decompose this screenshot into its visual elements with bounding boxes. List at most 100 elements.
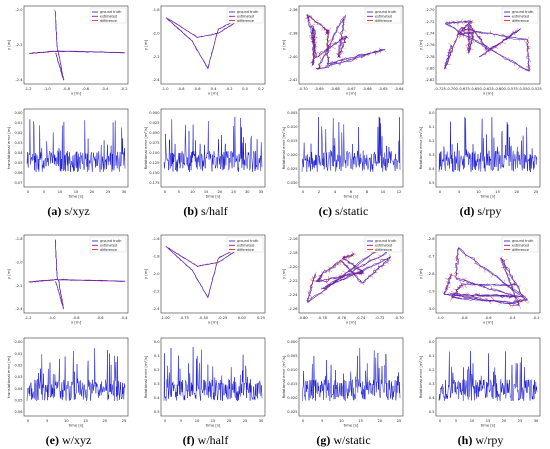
- x-tick-label: -0.8: [63, 87, 71, 91]
- x-tick-label: 15: [358, 419, 363, 423]
- x-tick-label: -0.4: [508, 316, 516, 320]
- x-tick-label: -0.70: [394, 316, 404, 320]
- y-tick-label: -2.2: [15, 284, 22, 288]
- x-tick-label: 10: [476, 190, 481, 194]
- y-tick-label: -2.22: [288, 279, 297, 283]
- y-tick-label: -2.18: [288, 251, 298, 255]
- y-tick-label: 0.020: [287, 153, 298, 157]
- legend-label: difference: [512, 19, 529, 23]
- x-tick-label: -1.2: [24, 316, 31, 320]
- y-tick-label: 0.025: [287, 410, 297, 414]
- y-tick-label: -2.36: [288, 8, 298, 12]
- legend: [226, 7, 264, 24]
- y-tick-label: 0.04: [14, 387, 23, 391]
- x-tick-label: -0.575: [506, 87, 518, 91]
- x-axis-label: x [m]: [346, 91, 357, 96]
- estimated-line: [29, 10, 125, 80]
- legend-label: difference: [100, 248, 117, 252]
- x-tick-label: 15: [495, 190, 500, 194]
- y-tick-label: 0.0: [429, 111, 435, 115]
- y-tick-label: 0.025: [149, 121, 159, 125]
- y-tick-label: -2.0: [152, 272, 160, 276]
- subplot-12: 0 5 10 15 20 25 30 0.0 0.1 0.2 0.3 0.4 0.5 time [s] Ro…: [143, 337, 266, 428]
- y-axis-label: Rotational error [m°/s]: [418, 355, 423, 398]
- error-line: [26, 348, 126, 402]
- subplot-15: -1.0 -0.8 -0.6 -0.4 -0.2 -2.6 -2.7 -2.8 -2.9 -3.0…: [418, 234, 541, 325]
- x-tick-label: -0.525: [530, 87, 542, 91]
- x-tick-label: 6: [350, 190, 353, 194]
- legend-label: ground truth: [100, 10, 121, 14]
- x-tick-label: -0.4: [120, 316, 128, 320]
- x-tick-label: -1.0: [48, 316, 56, 320]
- error-line: [26, 119, 126, 173]
- y-tick-label: 0.2: [429, 368, 435, 372]
- x-tick-label: -0.75: [180, 316, 189, 320]
- y-tick-label: -2.4: [152, 78, 160, 82]
- caption-a: (a) s/xyz: [47, 204, 90, 218]
- y-tick-label: 0.5: [429, 181, 435, 185]
- x-tick-label: -0.25: [218, 316, 227, 320]
- x-tick-label: -0.2: [532, 316, 539, 320]
- x-tick-label: 35: [259, 190, 264, 194]
- x-tick-label: -0.8: [460, 316, 468, 320]
- y-tick-label: 0.3: [154, 382, 160, 386]
- y-tick-label: 0.1: [429, 125, 435, 129]
- x-tick-label: 0.25: [257, 316, 265, 320]
- x-tick-label: -0.625: [482, 87, 494, 91]
- x-axis-label: x [m]: [483, 320, 494, 325]
- legend: [501, 236, 539, 253]
- y-tick-label: 0.4: [429, 396, 435, 400]
- y-tick-label: 0.03: [14, 141, 22, 145]
- x-axis-label: time [s]: [206, 194, 221, 199]
- legend-label: estimated: [512, 244, 529, 248]
- subplot-16: 0 5 10 15 20 25 30 0.0 0.1 0.2 0.3 0.4 0.5 time [s] Ro…: [418, 337, 541, 428]
- x-tick-label: -0.76: [337, 316, 347, 320]
- y-tick-label: 0.100: [149, 151, 160, 155]
- y-tick-label: -2.40: [288, 55, 298, 59]
- legend-label: difference: [237, 19, 254, 23]
- error-line: [301, 348, 401, 402]
- y-tick-label: 0.005: [287, 354, 297, 358]
- y-tick-label: 0.1: [429, 354, 435, 358]
- y-tick-label: 0.5: [154, 410, 160, 414]
- x-tick-label: -1.0: [44, 87, 52, 91]
- x-tick-label: 25: [243, 419, 248, 423]
- y-tick-label: -2.4: [152, 307, 160, 311]
- y-tick-label: -2.74: [425, 32, 435, 36]
- x-tick-label: -1.2: [24, 87, 31, 91]
- y-tick-label: -2.7: [427, 255, 434, 259]
- x-tick-label: -0.66: [362, 87, 372, 91]
- x-tick-label: 20: [103, 419, 108, 423]
- x-tick-label: -0.69: [314, 87, 324, 91]
- x-tick-label: -0.700: [446, 87, 458, 91]
- x-axis-label: x [m]: [346, 320, 357, 325]
- subplot-1: -1.2 -1.0 -0.8 -0.6 -0.4 -0.2 -2.0 -2.2 -2.4 x [m…: [6, 5, 129, 96]
- y-tick-label: 0.020: [287, 396, 298, 400]
- x-axis-label: x [m]: [208, 320, 219, 325]
- y-tick-label: -1.8: [152, 8, 160, 12]
- y-tick-label: -2.0: [15, 8, 23, 12]
- y-tick-label: -2.16: [288, 237, 298, 241]
- y-tick-label: 0.015: [287, 139, 297, 143]
- y-tick-label: 0.00: [14, 111, 23, 115]
- legend-label: ground truth: [375, 10, 396, 14]
- x-tick-label: -0.6: [82, 87, 90, 91]
- y-tick-label: 0.075: [149, 141, 159, 145]
- y-axis-label: translational error [m]: [6, 355, 11, 398]
- y-tick-label: 0.025: [287, 167, 297, 171]
- x-tick-label: -0.68: [330, 87, 340, 91]
- y-tick-label: 0.01: [14, 121, 22, 125]
- y-tick-label: 0.3: [429, 153, 435, 157]
- y-tick-label: 0.010: [287, 125, 298, 129]
- y-axis-label: Rotational error [m°/s]: [143, 126, 148, 169]
- x-axis-label: x [m]: [483, 91, 494, 96]
- legend-label: estimated: [237, 15, 254, 19]
- x-tick-label: -0.550: [518, 87, 530, 91]
- legend-label: ground truth: [375, 239, 396, 243]
- x-tick-label: 0: [27, 190, 30, 194]
- y-tick-label: 0.030: [287, 181, 298, 185]
- x-tick-label: 0.0: [242, 87, 248, 91]
- x-tick-label: 0: [439, 190, 442, 194]
- legend-label: ground truth: [512, 239, 533, 243]
- x-tick-label: 20: [515, 190, 520, 194]
